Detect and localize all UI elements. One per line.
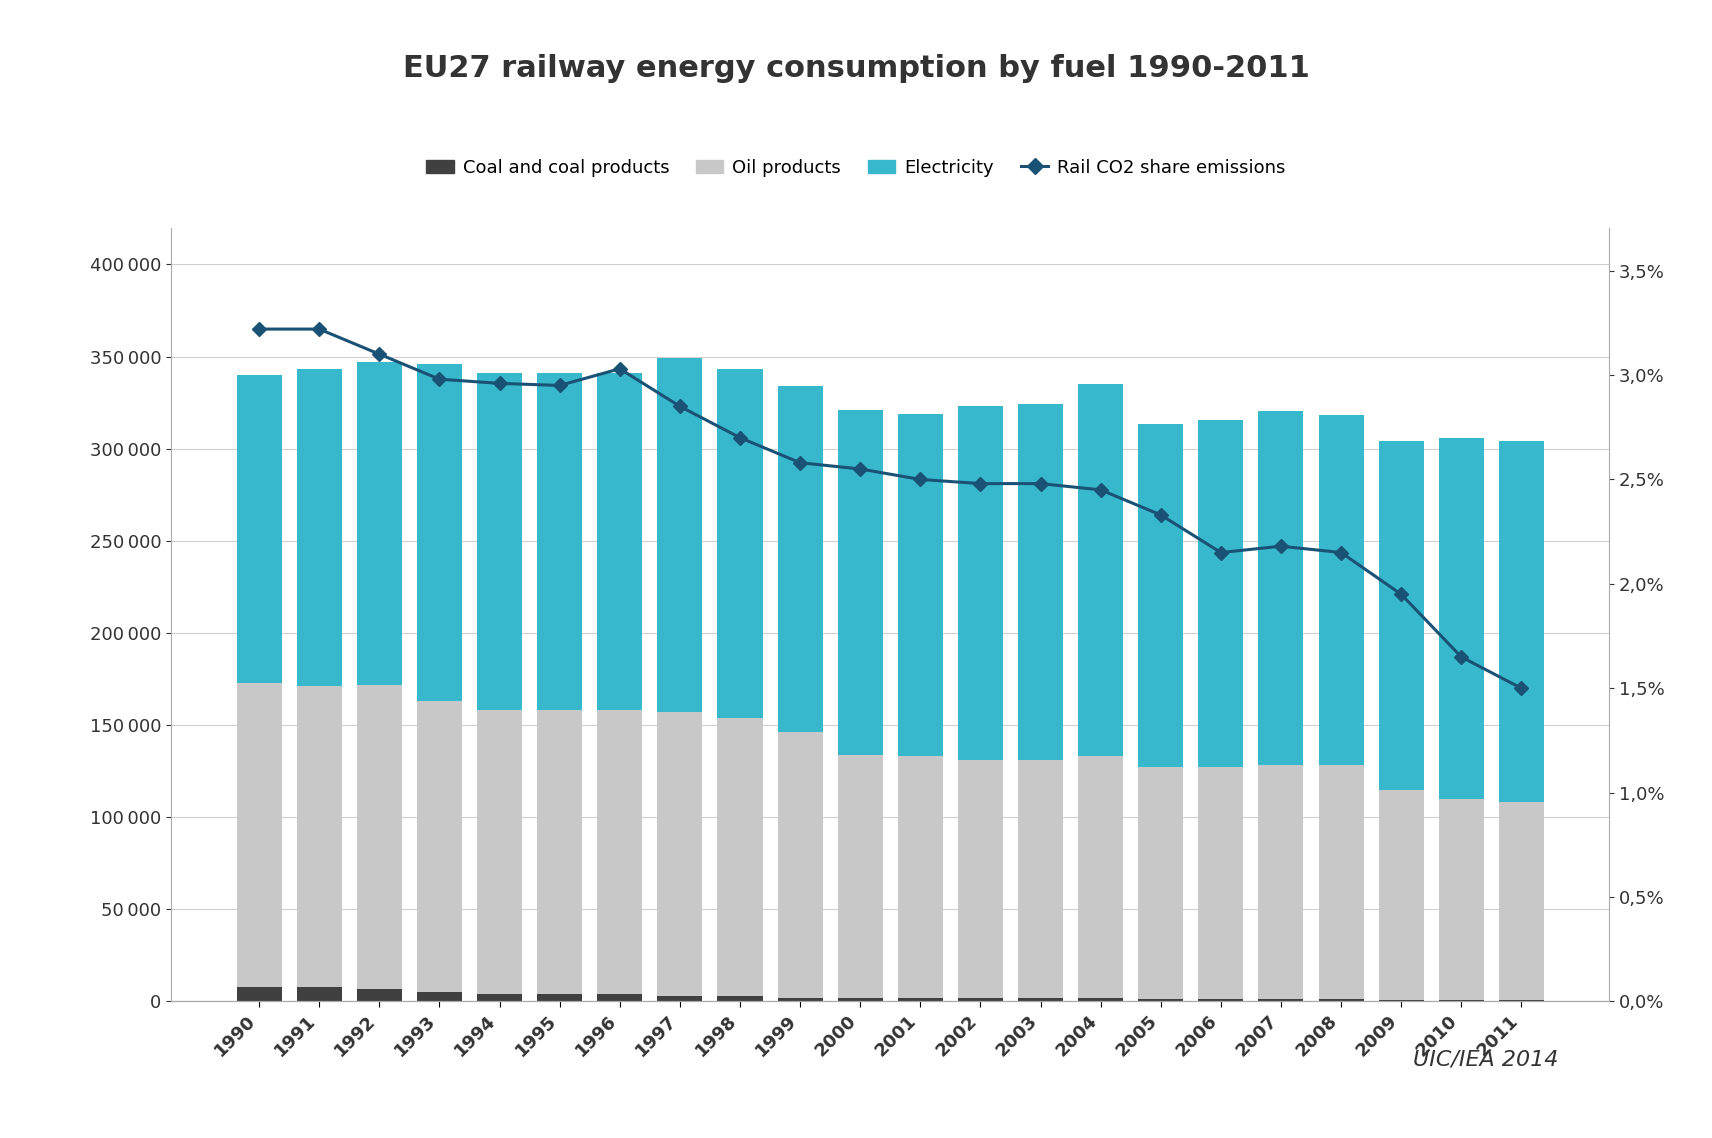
- Bar: [777, 998, 823, 1001]
- Bar: [1019, 998, 1063, 1001]
- Rail CO2 share emissions: [1091, 483, 1111, 496]
- Rail CO2 share emissions: [1390, 587, 1411, 601]
- Rail CO2 share emissions: [430, 372, 450, 386]
- Rail CO2 share emissions: [1512, 682, 1532, 695]
- Bar: [657, 996, 702, 1001]
- Bar: [1498, 442, 1544, 802]
- Bar: [1258, 411, 1303, 765]
- Rail CO2 share emissions: [1210, 546, 1231, 560]
- Bar: [356, 685, 402, 989]
- Bar: [418, 364, 462, 701]
- Bar: [957, 406, 1003, 760]
- Rail CO2 share emissions: [490, 377, 510, 390]
- Bar: [1258, 765, 1303, 999]
- Bar: [717, 370, 762, 718]
- Rail CO2 share emissions: [609, 362, 630, 376]
- Bar: [1498, 802, 1544, 999]
- Bar: [957, 760, 1003, 998]
- Bar: [1318, 999, 1363, 1001]
- Rail CO2 share emissions: [669, 399, 690, 413]
- Text: EU27 railway energy consumption by fuel 1990-2011: EU27 railway energy consumption by fuel …: [402, 53, 1310, 83]
- Rail CO2 share emissions: [248, 322, 269, 336]
- Bar: [1019, 760, 1063, 998]
- Bar: [1378, 442, 1424, 790]
- Text: UIC/IEA 2014: UIC/IEA 2014: [1412, 1049, 1558, 1070]
- Bar: [1318, 765, 1363, 999]
- Bar: [777, 733, 823, 998]
- Bar: [597, 995, 642, 1001]
- Bar: [538, 710, 582, 995]
- Bar: [478, 710, 522, 995]
- Bar: [418, 701, 462, 992]
- Bar: [1438, 438, 1484, 799]
- Bar: [597, 710, 642, 995]
- Bar: [356, 989, 402, 1001]
- Bar: [1438, 999, 1484, 1001]
- Rail CO2 share emissions: [370, 347, 390, 361]
- Bar: [1079, 385, 1123, 757]
- Bar: [1138, 767, 1183, 999]
- Bar: [1198, 420, 1243, 767]
- Rail CO2 share emissions: [1270, 539, 1291, 553]
- Bar: [837, 754, 883, 998]
- Rail CO2 share emissions: [729, 431, 750, 445]
- Bar: [957, 998, 1003, 1001]
- Rail CO2 share emissions: [1031, 477, 1051, 490]
- Rail CO2 share emissions: [849, 462, 870, 476]
- Rail CO2 share emissions: [911, 472, 931, 486]
- Rail CO2 share emissions: [550, 379, 570, 393]
- Bar: [777, 386, 823, 733]
- Bar: [418, 992, 462, 1001]
- Bar: [1378, 999, 1424, 1001]
- Bar: [1079, 998, 1123, 1001]
- Rail CO2 share emissions: [789, 456, 810, 470]
- Bar: [717, 718, 762, 996]
- Bar: [296, 370, 342, 686]
- Bar: [236, 376, 282, 683]
- Bar: [1258, 999, 1303, 1001]
- Bar: [597, 373, 642, 710]
- Rail CO2 share emissions: [308, 322, 329, 336]
- Bar: [837, 410, 883, 754]
- Bar: [657, 358, 702, 712]
- Bar: [897, 757, 943, 998]
- Bar: [296, 686, 342, 987]
- Bar: [1198, 999, 1243, 1001]
- Bar: [538, 373, 582, 710]
- Rail CO2 share emissions: [971, 477, 991, 490]
- Bar: [478, 373, 522, 710]
- Bar: [478, 995, 522, 1001]
- Bar: [538, 995, 582, 1001]
- Rail CO2 share emissions: [1330, 546, 1351, 560]
- Bar: [837, 998, 883, 1001]
- Bar: [657, 712, 702, 996]
- Bar: [1138, 423, 1183, 767]
- Bar: [236, 987, 282, 1001]
- Bar: [897, 998, 943, 1001]
- Bar: [1438, 799, 1484, 999]
- Bar: [1019, 404, 1063, 760]
- Legend: Coal and coal products, Oil products, Electricity, Rail CO2 share emissions: Coal and coal products, Oil products, El…: [419, 151, 1293, 183]
- Bar: [356, 362, 402, 685]
- Bar: [236, 683, 282, 987]
- Bar: [1198, 767, 1243, 999]
- Line: Rail CO2 share emissions: Rail CO2 share emissions: [255, 324, 1525, 693]
- Bar: [1498, 999, 1544, 1001]
- Bar: [296, 987, 342, 1001]
- Bar: [1318, 414, 1363, 765]
- Bar: [1378, 790, 1424, 999]
- Rail CO2 share emissions: [1452, 650, 1472, 663]
- Bar: [897, 414, 943, 757]
- Rail CO2 share emissions: [1150, 508, 1171, 521]
- Bar: [1079, 757, 1123, 998]
- Bar: [1138, 999, 1183, 1001]
- Bar: [717, 996, 762, 1001]
